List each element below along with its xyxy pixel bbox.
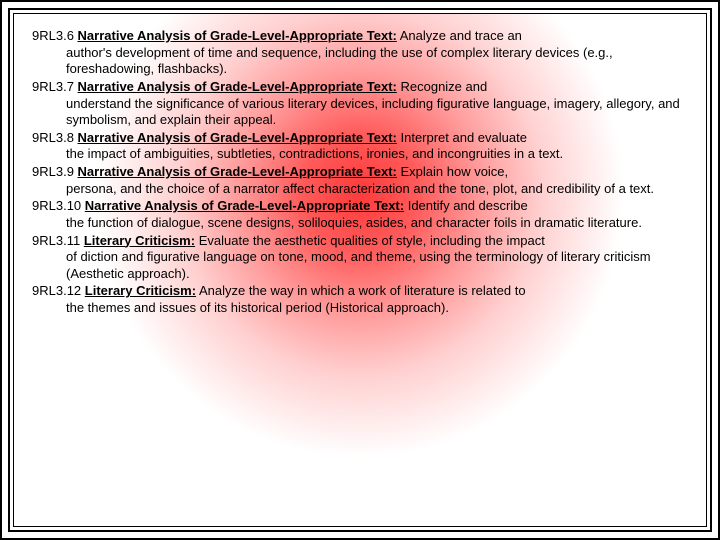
standard-item: 9RL3.7 Narrative Analysis of Grade-Level…	[32, 79, 688, 129]
outer-frame: 9RL3.6 Narrative Analysis of Grade-Level…	[0, 0, 720, 540]
standard-desc-cont: of diction and figurative language on to…	[32, 249, 688, 282]
standard-title: Narrative Analysis of Grade-Level-Approp…	[78, 28, 397, 43]
standard-code: 9RL3.8	[32, 130, 74, 145]
standard-item: 9RL3.11 Literary Criticism: Evaluate the…	[32, 233, 688, 283]
standard-code: 9RL3.10	[32, 198, 81, 213]
standard-title: Narrative Analysis of Grade-Level-Approp…	[85, 198, 404, 213]
standard-desc-cont: the impact of ambiguities, subtleties, c…	[32, 146, 688, 163]
standard-desc-cont: understand the significance of various l…	[32, 96, 688, 129]
standard-item: 9RL3.8 Narrative Analysis of Grade-Level…	[32, 130, 688, 163]
inner-frame: 9RL3.6 Narrative Analysis of Grade-Level…	[8, 8, 712, 532]
standard-item: 9RL3.12 Literary Criticism: Analyze the …	[32, 283, 688, 316]
standard-desc-first: Interpret and evaluate	[400, 130, 526, 145]
standard-desc-first: Identify and describe	[408, 198, 528, 213]
standard-code: 9RL3.9	[32, 164, 74, 179]
standard-desc-first: Explain how voice,	[400, 164, 508, 179]
standard-desc-cont: the themes and issues of its historical …	[32, 300, 688, 317]
standard-code: 9RL3.7	[32, 79, 74, 94]
standard-desc-first: Recognize and	[400, 79, 487, 94]
standard-item: 9RL3.10 Narrative Analysis of Grade-Leve…	[32, 198, 688, 231]
content-panel: 9RL3.6 Narrative Analysis of Grade-Level…	[13, 13, 707, 527]
standard-code: 9RL3.12	[32, 283, 81, 298]
standard-code: 9RL3.6	[32, 28, 74, 43]
standard-title: Literary Criticism:	[85, 283, 196, 298]
standard-item: 9RL3.9 Narrative Analysis of Grade-Level…	[32, 164, 688, 197]
standard-title: Narrative Analysis of Grade-Level-Approp…	[78, 164, 397, 179]
standard-desc-first: Analyze the way in which a work of liter…	[199, 283, 526, 298]
standard-desc-cont: persona, and the choice of a narrator af…	[32, 181, 688, 198]
standards-list: 9RL3.6 Narrative Analysis of Grade-Level…	[32, 28, 688, 317]
standard-code: 9RL3.11	[32, 233, 80, 248]
standard-desc-cont: author's development of time and sequenc…	[32, 45, 688, 78]
standard-title: Literary Criticism:	[84, 233, 195, 248]
standard-desc-first: Analyze and trace an	[400, 28, 522, 43]
standard-title: Narrative Analysis of Grade-Level-Approp…	[78, 130, 397, 145]
standard-desc-first: Evaluate the aesthetic qualities of styl…	[199, 233, 545, 248]
standard-title: Narrative Analysis of Grade-Level-Approp…	[78, 79, 397, 94]
standard-desc-cont: the function of dialogue, scene designs,…	[32, 215, 688, 232]
standard-item: 9RL3.6 Narrative Analysis of Grade-Level…	[32, 28, 688, 78]
